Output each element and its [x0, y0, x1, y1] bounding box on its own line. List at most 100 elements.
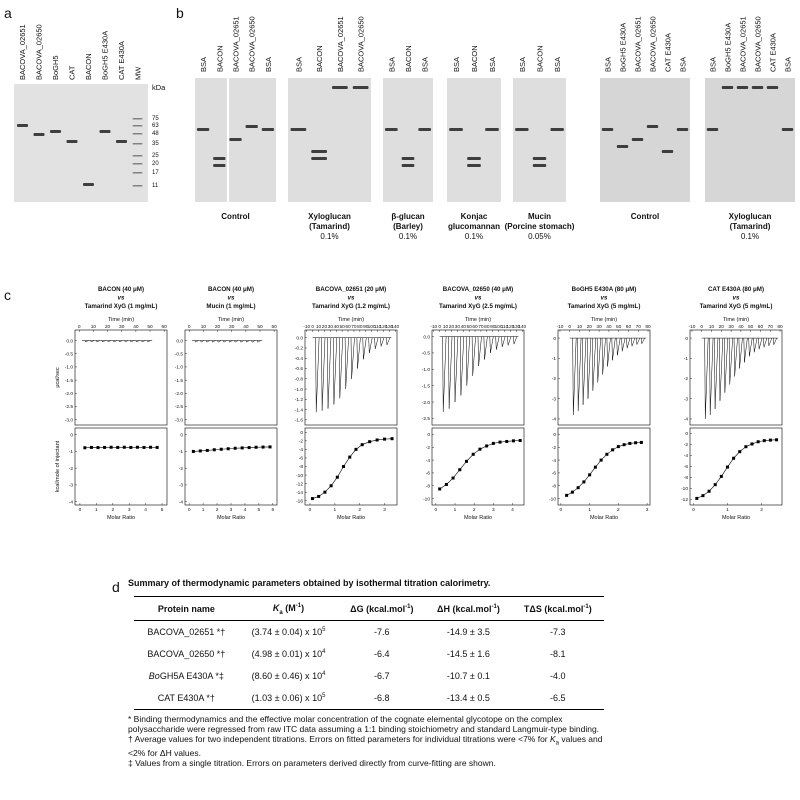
y-tick-label: -16	[296, 498, 303, 504]
y-tick-label: -3.0	[65, 417, 74, 423]
injection-peak	[768, 337, 773, 346]
data-point	[565, 493, 569, 497]
data-point	[478, 447, 482, 451]
data-point	[317, 494, 321, 498]
lane-label: BSA	[452, 57, 461, 72]
table-cell: BoGH5A E430A *‡	[134, 665, 239, 687]
x-tick-label: 70	[351, 324, 357, 330]
text-segment: )	[588, 604, 592, 615]
x-tick-label: 40	[606, 324, 612, 330]
header-cell: TΔS (kcal.mol-1)	[511, 596, 604, 621]
y-tick-label: -8	[552, 483, 557, 489]
x-tick-label: 5	[258, 507, 261, 513]
lane-label: BSA	[518, 57, 527, 72]
y-tick-label: -1.0	[422, 367, 431, 373]
text-segment: -14.9 ± 3.5	[446, 626, 490, 637]
y-tick-label: -4	[299, 447, 304, 453]
text-segment: ΔH (kcal.mol	[437, 604, 492, 615]
y-tick-label: -4	[426, 458, 431, 464]
text-segment: Protein name	[157, 604, 215, 615]
gel-band	[616, 145, 629, 148]
gel-band	[401, 164, 415, 167]
plot-title: Tamarind XyG (1.2 mg/mL)	[312, 303, 390, 310]
x-tick-label: 2	[358, 507, 361, 513]
mw-label: 35	[152, 141, 159, 147]
plot-title: BACON (40 μM)	[208, 286, 254, 293]
y-tick-label: -10	[296, 473, 303, 479]
x-tick-label: 20	[587, 324, 593, 330]
gel-caption: Control	[631, 212, 659, 221]
gel-band	[646, 125, 659, 128]
footnote: † Average values for two independent tit…	[128, 734, 603, 759]
injection-peak	[507, 336, 512, 346]
injection-peak	[205, 340, 210, 343]
injection-peak	[601, 338, 606, 375]
x-tick-label: 0	[700, 324, 703, 330]
plot-title: BACOVA_02650 (40 μM)	[443, 286, 513, 293]
gel-band	[132, 172, 143, 174]
injection-peak	[631, 338, 636, 347]
x-tick-label: 20	[322, 324, 328, 330]
x-tick-label: 60	[161, 324, 167, 330]
injection-peak	[245, 340, 250, 343]
data-point	[768, 438, 772, 442]
text-segment: a	[279, 609, 283, 616]
text-segment: )	[410, 604, 414, 615]
lane-label: BSA	[488, 57, 497, 72]
plot-frame	[304, 329, 398, 426]
gel-band	[311, 150, 328, 153]
text-segment: ΔG (kcal.mol	[350, 604, 406, 615]
y-tick-label: 0	[685, 336, 688, 342]
data-point	[707, 489, 711, 493]
data-point	[116, 445, 120, 449]
injection-peak	[101, 340, 106, 343]
data-point	[310, 497, 314, 501]
y-tick-label: -0.5	[422, 351, 431, 357]
plot-frame	[74, 427, 168, 506]
y-tick-label: 0.0	[66, 338, 73, 344]
injection-peak	[96, 340, 100, 343]
injection-peak	[239, 340, 244, 343]
gel	[383, 78, 433, 202]
header-cell: Ka (M-1)	[238, 596, 339, 621]
x-tick-label: 4	[244, 507, 247, 513]
x-tick-label: 2	[216, 507, 219, 513]
x-tick-label: 4	[511, 507, 514, 513]
y-tick-label: 0.0	[296, 335, 303, 341]
y-tick-label: -0.5	[65, 351, 74, 357]
text-segment: )	[301, 603, 305, 613]
injection-peak	[616, 338, 621, 356]
data-point	[103, 445, 107, 449]
x-tick-label: 5	[161, 507, 164, 513]
table-cell: -13.4 ± 0.5	[425, 686, 512, 710]
injection-peak	[758, 338, 763, 350]
text-segment: Bo	[148, 670, 160, 681]
y-tick-label: -4	[179, 499, 184, 505]
injection-peak	[572, 338, 577, 415]
text-segment: 4	[322, 648, 326, 655]
injection-peak	[141, 340, 146, 343]
x-tick-label: 2	[617, 507, 620, 513]
y-tick-label: -4	[552, 458, 557, 464]
injection-peak	[513, 336, 518, 345]
header-row: Protein name Ka (M-1) ΔG (kcal.mol-1) ΔH (k…	[134, 596, 604, 621]
data-point	[438, 487, 442, 491]
x-tick-label: 1	[454, 507, 457, 513]
gel-band	[352, 86, 369, 89]
x-tick-label: -10	[303, 324, 310, 330]
gel-band	[418, 128, 431, 131]
injection-peak	[454, 336, 459, 403]
lane-label: BSA	[387, 57, 396, 72]
lane-label: CAT E430A	[664, 33, 673, 72]
injection-peak	[704, 338, 709, 419]
y-tick-label: -14	[296, 490, 303, 496]
x-tick-label: -10	[430, 324, 437, 330]
x-tick-label: 50	[147, 324, 153, 330]
gel-caption: (Tamarind)	[309, 222, 350, 231]
y-tick-label: -6	[552, 471, 557, 477]
y-tick-label: -8	[426, 483, 431, 489]
injection-peak	[495, 336, 500, 350]
gel-band	[331, 86, 348, 89]
x-tick-label: 80	[484, 324, 490, 330]
data-point	[390, 437, 394, 441]
